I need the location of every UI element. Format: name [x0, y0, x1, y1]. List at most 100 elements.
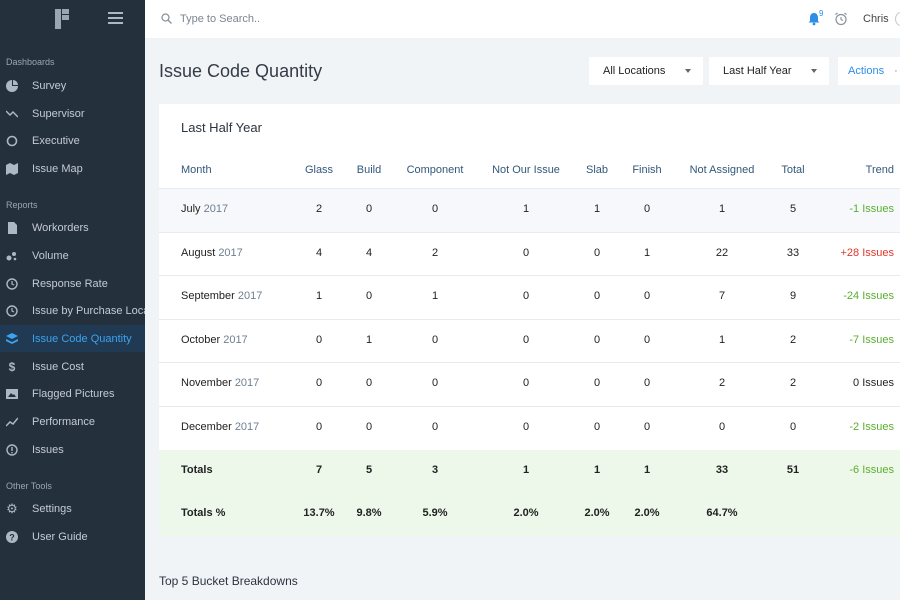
- map-icon: [6, 162, 18, 175]
- alarm-clock-icon[interactable]: [834, 12, 848, 26]
- sidebar-item-issue-map[interactable]: Issue Map: [0, 155, 145, 182]
- chevron-down-icon: [811, 69, 817, 73]
- sidebar-item-label: Performance: [32, 415, 95, 428]
- sidebar-item-flagged-pictures[interactable]: Flagged Pictures: [0, 380, 145, 407]
- sidebar-item-issue-cost[interactable]: $ Issue Cost: [0, 353, 145, 380]
- clock-icon: [6, 277, 18, 290]
- sidebar-item-issue-code-quantity[interactable]: Issue Code Quantity: [0, 325, 145, 352]
- table-cell: 33: [786, 246, 800, 259]
- actions-button[interactable]: Actions ···: [838, 57, 900, 85]
- totals-percent-cell: 2.0%: [513, 507, 539, 519]
- layers-icon: [6, 332, 18, 345]
- totals-row: Totals 7 5 3 1 1 1 33 51 -6 Issues: [159, 450, 900, 493]
- column-header-build[interactable]: Build: [356, 164, 382, 176]
- sidebar-item-survey[interactable]: Survey: [0, 72, 145, 99]
- table-cell: 1: [718, 333, 726, 346]
- month-cell: November 2017: [181, 377, 259, 389]
- sidebar-section-other-tools: Other Tools: [6, 481, 52, 491]
- table-cell: 9: [789, 290, 797, 303]
- menu-toggle-icon[interactable]: [108, 12, 123, 24]
- month-name: July: [181, 203, 201, 215]
- sidebar-item-response-rate[interactable]: Response Rate: [0, 270, 145, 297]
- table-cell: 2: [789, 333, 797, 346]
- month-name: November: [181, 377, 232, 390]
- table-cell: 5: [789, 203, 797, 215]
- column-header-glass[interactable]: Glass: [304, 164, 334, 176]
- column-header-slab[interactable]: Slab: [585, 164, 609, 176]
- column-header-month[interactable]: Month: [181, 164, 212, 176]
- help-icon: ?: [6, 530, 18, 543]
- totals-cell: 7: [315, 464, 323, 476]
- totals-percent-cell: 2.0%: [584, 507, 610, 519]
- table-cell: 0: [365, 203, 373, 215]
- totals-cell: 51: [786, 464, 800, 476]
- table-cell: 0: [789, 421, 797, 433]
- table-cell: 0: [593, 421, 601, 433]
- column-header-total[interactable]: Total: [781, 164, 805, 176]
- user-name[interactable]: Chris: [863, 13, 889, 25]
- month-cell: December 2017: [181, 421, 259, 433]
- trend-cell: -7 Issues: [849, 333, 894, 346]
- month-name: August: [181, 246, 216, 259]
- totals-section: Totals 7 5 3 1 1 1 33 51 -6 Issues Total…: [159, 450, 900, 536]
- clock-icon: [6, 304, 18, 317]
- sidebar-item-label: Issue Code Quantity: [32, 332, 132, 345]
- period-dropdown[interactable]: Last Half Year: [709, 57, 829, 85]
- trend-cell: -24 Issues: [843, 290, 894, 303]
- page-title: Issue Code Quantity: [159, 61, 323, 81]
- table-cell: 22: [715, 246, 729, 259]
- totals-percent-cell: 2.0%: [634, 507, 660, 519]
- table-cell: 0: [522, 333, 530, 346]
- sidebar-item-workorders[interactable]: Workorders: [0, 214, 145, 241]
- table-cell: 0: [522, 246, 530, 259]
- location-dropdown[interactable]: All Locations: [589, 57, 703, 85]
- totals-cell: 1: [593, 464, 601, 476]
- bell-icon[interactable]: [807, 12, 821, 26]
- table-cell: 0: [718, 421, 726, 433]
- sidebar-item-supervisor[interactable]: Supervisor: [0, 100, 145, 127]
- sidebar-item-label: Executive: [32, 134, 80, 147]
- sidebar-section-dashboards: Dashboards: [6, 57, 55, 67]
- table-cell: 2: [315, 203, 323, 215]
- sidebar-item-user-guide[interactable]: ? User Guide: [0, 523, 145, 550]
- column-header-not-our-issue[interactable]: Not Our Issue: [492, 164, 560, 176]
- table-cell: 4: [315, 246, 323, 259]
- trend-cell: +28 Issues: [840, 246, 894, 259]
- sidebar-item-volume[interactable]: Volume: [0, 242, 145, 269]
- month-cell: August 2017: [181, 247, 243, 259]
- column-header-not-assigned[interactable]: Not Assigned: [689, 164, 755, 176]
- sidebar-item-settings[interactable]: ⚙ Settings: [0, 495, 145, 522]
- svg-text:?: ?: [9, 532, 15, 542]
- sidebar-item-issue-by-purchase-location[interactable]: Issue by Purchase Location: [0, 297, 145, 324]
- month-cell: September 2017: [181, 290, 262, 302]
- table-cell: 1: [315, 290, 323, 303]
- column-header-finish[interactable]: Finish: [632, 164, 662, 176]
- month-year: 2017: [223, 333, 248, 346]
- search-icon: [161, 13, 172, 24]
- location-dropdown-value: All Locations: [603, 65, 666, 77]
- table-cell: 0: [522, 290, 530, 303]
- column-header-trend[interactable]: Trend: [865, 164, 894, 176]
- sidebar-item-performance[interactable]: Performance: [0, 408, 145, 435]
- table-cell: 0: [431, 377, 439, 390]
- avatar[interactable]: [895, 12, 900, 26]
- table-row: August 2017 4 4 2 0 0 1 22 33 +28 Issues: [159, 231, 900, 276]
- table-cell: 2: [431, 246, 439, 259]
- month-year: 2017: [203, 203, 229, 215]
- totals-percent-cell: 64.7%: [706, 507, 738, 519]
- sidebar-item-issues[interactable]: Issues: [0, 436, 145, 463]
- table-cell: 0: [643, 377, 651, 390]
- month-cell: October 2017: [181, 334, 248, 346]
- table-cell: 4: [365, 246, 373, 259]
- sidebar-section-reports: Reports: [6, 200, 38, 210]
- search-input[interactable]: [180, 10, 440, 28]
- column-header-component[interactable]: Component: [406, 164, 464, 176]
- totals-percent-cell: 9.8%: [356, 507, 382, 519]
- totals-percent-cell: 13.7%: [303, 507, 335, 519]
- table-cell: 0: [643, 333, 651, 346]
- card-title: Last Half Year: [181, 120, 262, 135]
- sidebar-item-label: Flagged Pictures: [32, 387, 115, 400]
- sidebar-item-executive[interactable]: Executive: [0, 127, 145, 154]
- table-cell: 1: [718, 203, 726, 215]
- trend-cell: 0 Issues: [853, 377, 894, 390]
